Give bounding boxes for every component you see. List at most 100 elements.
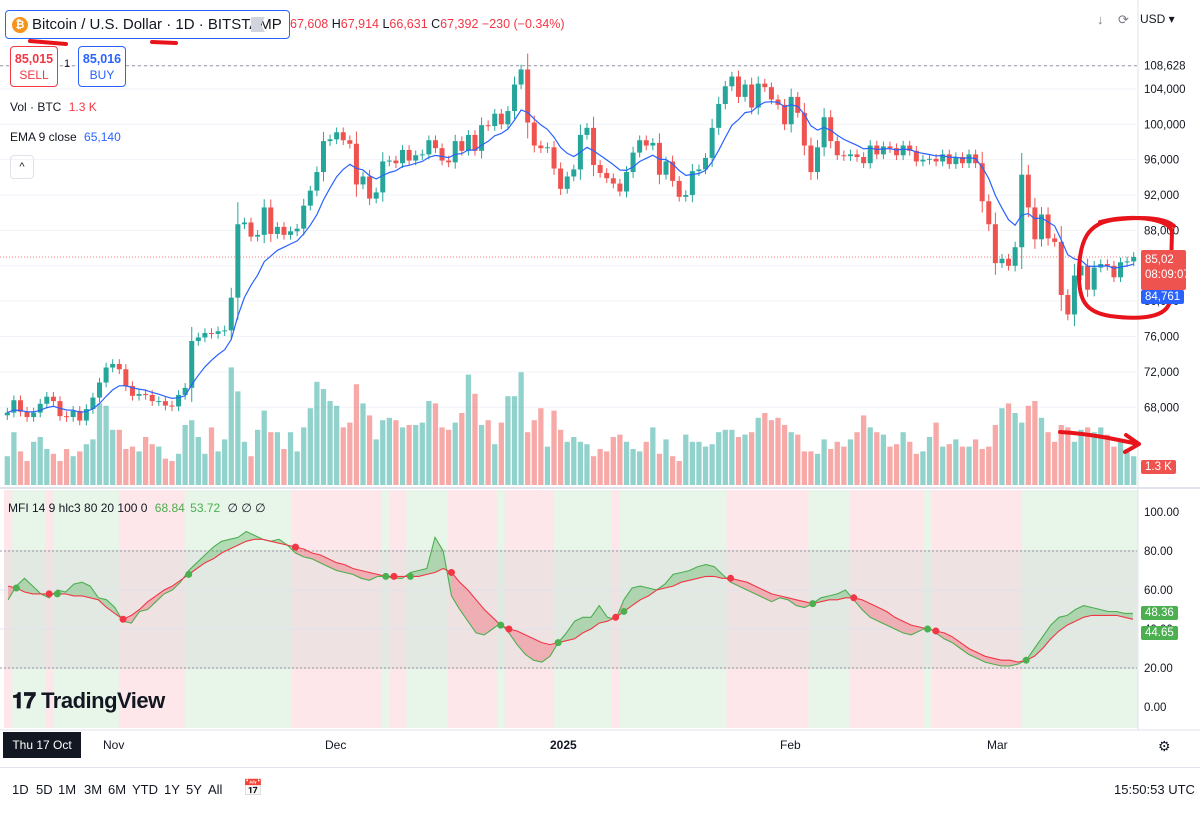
mfi-fill: [1075, 605, 1084, 622]
date-range-calendar-icon[interactable]: 📅: [243, 780, 263, 797]
mfi-fill: [574, 617, 583, 639]
mfi-fill: [451, 572, 460, 610]
candle-body: [281, 226, 287, 235]
volume-bar: [544, 446, 551, 485]
download-icon[interactable]: ↓: [1097, 12, 1104, 27]
collapse-legend-button[interactable]: ^: [10, 155, 34, 179]
refresh-icon[interactable]: ⟳: [1118, 12, 1129, 27]
currency-select[interactable]: USD ▾: [1140, 12, 1175, 26]
candle-body: [255, 234, 261, 237]
settings-icon[interactable]: ⚙: [1158, 738, 1171, 754]
candle-body: [37, 403, 43, 413]
candle-body: [1038, 214, 1044, 240]
candle-body: [815, 147, 821, 173]
candle-body: [979, 163, 985, 202]
candle-body: [1124, 261, 1130, 263]
candle-body: [1131, 256, 1137, 262]
mfi-fill: [81, 582, 91, 598]
volume-bar: [136, 451, 142, 485]
volume-bar: [110, 429, 116, 485]
volume-bar: [380, 420, 386, 485]
mfi-band: [61, 490, 71, 728]
volume-bar: [182, 425, 188, 485]
volume-bar: [347, 422, 353, 485]
volume-bar: [399, 427, 406, 485]
mfi-band: [742, 490, 752, 728]
volume-legend[interactable]: Vol · BTC 1.3 K: [10, 100, 97, 114]
candle-body: [360, 176, 366, 185]
mfi-cross-dot: [53, 590, 61, 598]
candle-body: [17, 400, 23, 412]
candle-body: [24, 411, 30, 418]
candle-body: [663, 161, 669, 175]
volume-bar: [327, 401, 333, 485]
volume-bar: [1058, 425, 1064, 485]
mfi-tick-label: 80.00: [1144, 546, 1173, 558]
candle-body: [228, 297, 234, 331]
volume-bar: [241, 441, 248, 485]
buy-button[interactable]: 85,016 BUY: [78, 46, 126, 87]
mfi-tag-1: 48.36: [1141, 606, 1178, 620]
mfi-cross-dot: [1022, 656, 1030, 664]
range-button[interactable]: 6M: [108, 782, 127, 797]
range-button[interactable]: 1Y: [164, 782, 180, 797]
mfi-band: [324, 490, 334, 728]
mfi-band: [611, 490, 621, 728]
candle-body: [709, 127, 715, 158]
volume-bar: [1084, 427, 1091, 485]
range-button[interactable]: All: [208, 782, 223, 797]
mfi-band: [250, 490, 260, 728]
ohlc-close: 67,392: [440, 17, 479, 31]
candle-body: [742, 84, 748, 97]
mfi-band: [997, 490, 1007, 728]
volume-bar: [142, 437, 149, 485]
range-button[interactable]: 3M: [84, 782, 103, 797]
mfi-band: [734, 490, 744, 728]
sell-button[interactable]: 85,015 SELL: [10, 46, 58, 87]
mfi-indicator: [7, 530, 1134, 667]
volume-bar: [189, 420, 195, 485]
range-button[interactable]: YTD: [132, 782, 158, 797]
mfi-legend-name: MFI 14 9 hlc3 80 20 100 0: [8, 501, 148, 515]
mfi-band: [1046, 490, 1056, 728]
range-button[interactable]: 1D: [12, 782, 29, 797]
time-axis-label: Mar: [987, 738, 1008, 752]
countdown-value: 08:09:07: [1145, 269, 1190, 281]
volume-bar: [294, 451, 300, 485]
range-button[interactable]: 5Y: [186, 782, 202, 797]
mfi-line: [7, 530, 1133, 667]
volume-bar: [1012, 413, 1018, 485]
mfi-legend[interactable]: MFI 14 9 hlc3 80 20 100 0 68.84 53.72 ∅ …: [8, 501, 266, 515]
mfi-band: [693, 490, 703, 728]
volume-bar: [426, 401, 432, 485]
tradingview-logo[interactable]: 𝟏𝟕 TradingView: [12, 688, 165, 714]
volume-bar: [446, 429, 452, 485]
mfi-band: [340, 490, 350, 728]
mfi-fill: [246, 531, 255, 542]
candle-body: [1012, 247, 1018, 266]
flag-icon[interactable]: [251, 17, 265, 32]
volume-bar: [301, 427, 307, 485]
utc-clock[interactable]: 15:50:53 UTC: [1114, 782, 1195, 797]
mfi-cross-dot: [45, 590, 53, 598]
symbol-title[interactable]: Bitcoin / U.S. Dollar · 1D · BITSTAMP: [32, 16, 282, 33]
range-button[interactable]: 5D: [36, 782, 53, 797]
mfi-band: [4, 490, 13, 728]
ema-legend[interactable]: EMA 9 close 65,140: [10, 130, 121, 144]
candle-body: [439, 148, 445, 161]
price-tick-label: 100,000: [1144, 119, 1186, 131]
mfi-band: [398, 490, 407, 728]
candle-body: [162, 401, 168, 406]
mfi-band: [701, 490, 711, 728]
mfi-band: [176, 490, 186, 728]
mfi-fill: [664, 574, 674, 589]
candle-body: [538, 145, 544, 149]
symbol-search-box[interactable]: ₿ Bitcoin / U.S. Dollar · 1D · BITSTAMP: [5, 10, 290, 39]
candle-body: [1111, 265, 1117, 278]
chart-canvas[interactable]: 108,628104,000100,00096,00092,00088,0008…: [0, 0, 1200, 767]
volume-bar: [320, 389, 327, 485]
underline-annotation: [28, 39, 68, 46]
mfi-fill: [944, 632, 953, 643]
range-button[interactable]: 1M: [58, 782, 77, 797]
mfi-band: [767, 490, 777, 728]
